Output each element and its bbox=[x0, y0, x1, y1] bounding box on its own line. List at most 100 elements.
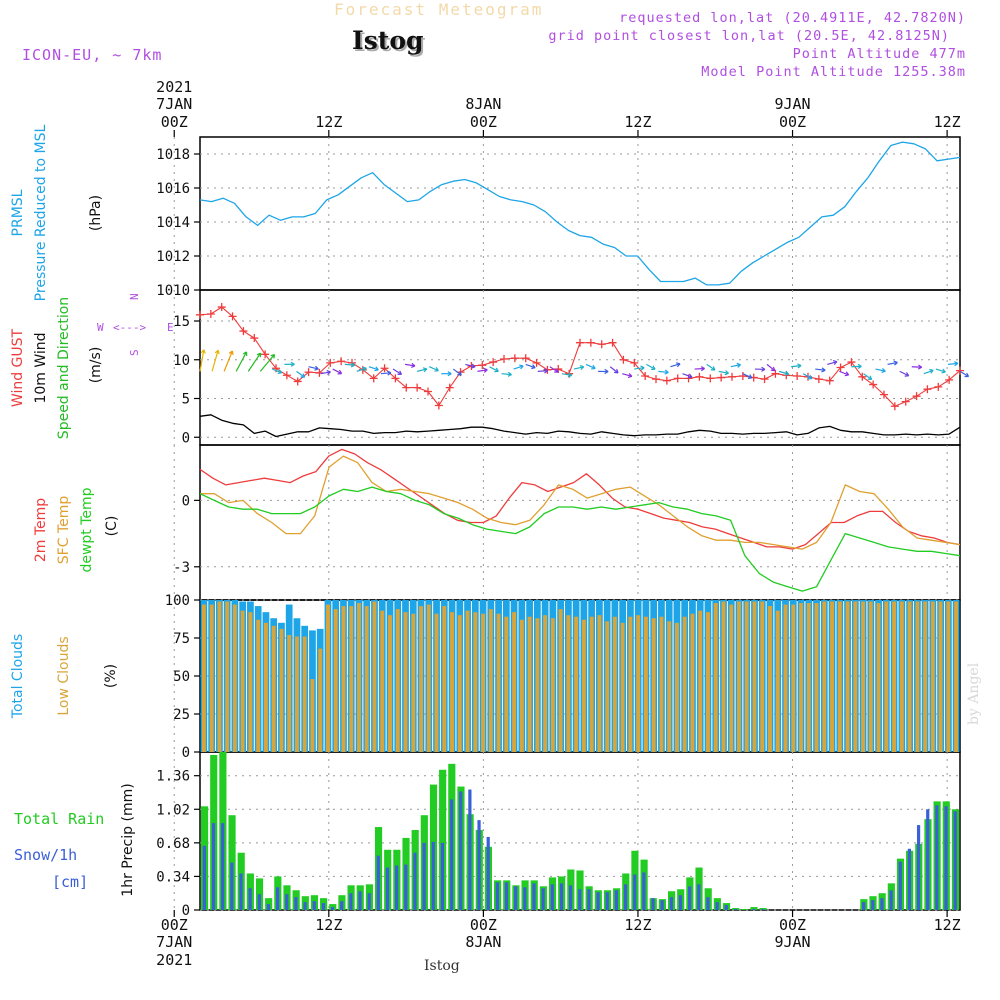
wind-direction-arrowhead bbox=[687, 373, 693, 379]
wind-direction-arrow bbox=[525, 363, 536, 369]
wind-direction-arrow bbox=[911, 366, 922, 368]
snow-bar bbox=[862, 902, 866, 910]
snow-bar bbox=[541, 888, 545, 910]
low-cloud-bar bbox=[659, 616, 664, 752]
low-cloud-bar bbox=[791, 604, 796, 752]
low-cloud-bar bbox=[690, 613, 695, 752]
model-altitude: Model Point Altitude 1255.38m bbox=[701, 64, 966, 80]
dewpoint-line bbox=[199, 486, 961, 592]
wind-direction-arrow bbox=[199, 349, 205, 372]
low-cloud-bar bbox=[488, 609, 493, 752]
pressure-label-prmsl: PRMSL bbox=[10, 189, 26, 236]
snow-bar bbox=[349, 893, 353, 910]
wind-direction-arrowhead bbox=[832, 360, 838, 365]
low-cloud-bar bbox=[504, 616, 509, 752]
low-cloud-bar bbox=[822, 601, 827, 752]
low-cloud-bar bbox=[923, 601, 928, 752]
wind-direction-arrow bbox=[585, 363, 596, 370]
wind-direction-arrow bbox=[428, 366, 439, 372]
snow-bar bbox=[431, 841, 435, 910]
snow-bar bbox=[761, 909, 765, 910]
precip-ytick-label-3: 1.02 bbox=[156, 802, 190, 818]
wind-ytick-label-2: 10 bbox=[173, 353, 190, 369]
low-cloud-bar bbox=[938, 601, 943, 752]
low-cloud-bar bbox=[861, 601, 865, 752]
dewpt-label: dewpt Temp bbox=[79, 487, 95, 572]
snow-bar bbox=[477, 820, 481, 910]
wind-direction-arrowhead bbox=[494, 367, 499, 373]
snow-bar bbox=[340, 901, 344, 910]
low-cloud-bar bbox=[349, 606, 354, 752]
wind-direction-arrowhead bbox=[651, 365, 656, 370]
gust-marker bbox=[956, 366, 964, 375]
bottom-time-label-date-4: 9JAN bbox=[774, 933, 810, 951]
wind-direction-arrowhead bbox=[256, 352, 262, 358]
low-cloud-bar bbox=[279, 628, 284, 752]
wind-direction-arrowhead bbox=[519, 364, 524, 370]
wind-direction-arrowhead bbox=[350, 362, 356, 368]
low-cloud-bar bbox=[760, 601, 765, 752]
gust-marker bbox=[890, 402, 899, 411]
wind-direction-arrowhead bbox=[747, 374, 753, 379]
snow-bar bbox=[276, 887, 280, 910]
wind-ytick-label-0: 0 bbox=[182, 430, 190, 446]
gust-marker bbox=[576, 338, 584, 347]
compass-e: E bbox=[167, 321, 174, 334]
wind-direction-label: Speed and Direction bbox=[56, 297, 72, 439]
wind-direction-arrowhead bbox=[724, 370, 729, 376]
snow-bar bbox=[697, 884, 701, 910]
snow-bar bbox=[504, 882, 509, 910]
wind-direction-arrow bbox=[815, 368, 826, 371]
wind-direction-arrowhead bbox=[471, 363, 476, 369]
wind-direction-arrow bbox=[392, 368, 402, 375]
snow-bar bbox=[312, 901, 316, 910]
snow-bar bbox=[413, 852, 417, 910]
t2m-label: 2m Temp bbox=[33, 498, 49, 562]
low-cloud-bar bbox=[326, 604, 330, 752]
gust-marker bbox=[662, 376, 671, 385]
snow-bar bbox=[944, 806, 948, 910]
wind-direction-arrowhead bbox=[374, 366, 379, 372]
snow-bar bbox=[660, 900, 664, 910]
wind-direction-arrowhead bbox=[337, 369, 343, 375]
snow-bar bbox=[376, 855, 380, 910]
low-cloud-bar bbox=[450, 612, 454, 752]
gust-marker bbox=[793, 372, 802, 381]
snow-bar bbox=[916, 825, 921, 910]
wind-direction-arrowhead bbox=[710, 366, 716, 371]
rain-bar bbox=[750, 907, 758, 910]
sfc-temp-label: SFC Temp bbox=[56, 496, 72, 565]
clouds-ytick-label-2: 50 bbox=[173, 669, 190, 685]
low-cloud-bar bbox=[240, 610, 245, 752]
wind-direction-arrowhead bbox=[214, 349, 220, 355]
top-time-label-date-4: 9JAN bbox=[774, 95, 810, 113]
gust-marker bbox=[489, 358, 498, 367]
gust-marker bbox=[380, 364, 389, 373]
snow-bar bbox=[642, 872, 646, 910]
snow-bar bbox=[239, 873, 243, 910]
snow-bar bbox=[715, 902, 719, 910]
point-altitude: Point Altitude 477m bbox=[792, 46, 966, 62]
wind-direction-arrowhead bbox=[543, 368, 549, 374]
wind-speed-line bbox=[199, 414, 961, 438]
gust-marker bbox=[728, 372, 736, 381]
bottom-time-label-year-0: 2021 bbox=[156, 951, 192, 969]
low-cloud-bar bbox=[310, 679, 315, 752]
forecast-subtitle: Forecast Meteogram bbox=[334, 0, 544, 19]
low-cloud-bar bbox=[899, 601, 904, 752]
snow-bar bbox=[248, 888, 252, 910]
compass-w: W bbox=[97, 321, 104, 334]
wind-direction-arrowhead bbox=[242, 351, 248, 356]
low-cloud-bar bbox=[457, 615, 462, 752]
wind-direction-arrow bbox=[320, 371, 331, 375]
low-cloud-bar bbox=[372, 601, 377, 752]
wind-direction-arrow bbox=[742, 373, 753, 379]
low-cloud-bar bbox=[667, 621, 672, 752]
low-cloud-bar bbox=[512, 612, 517, 752]
gust-marker bbox=[228, 312, 237, 321]
gust-marker bbox=[250, 334, 259, 343]
low-cloud-bar bbox=[620, 622, 625, 752]
wind-direction-arrow bbox=[947, 362, 958, 365]
snow-bar bbox=[202, 845, 206, 910]
wind-direction-arrow bbox=[935, 368, 946, 373]
